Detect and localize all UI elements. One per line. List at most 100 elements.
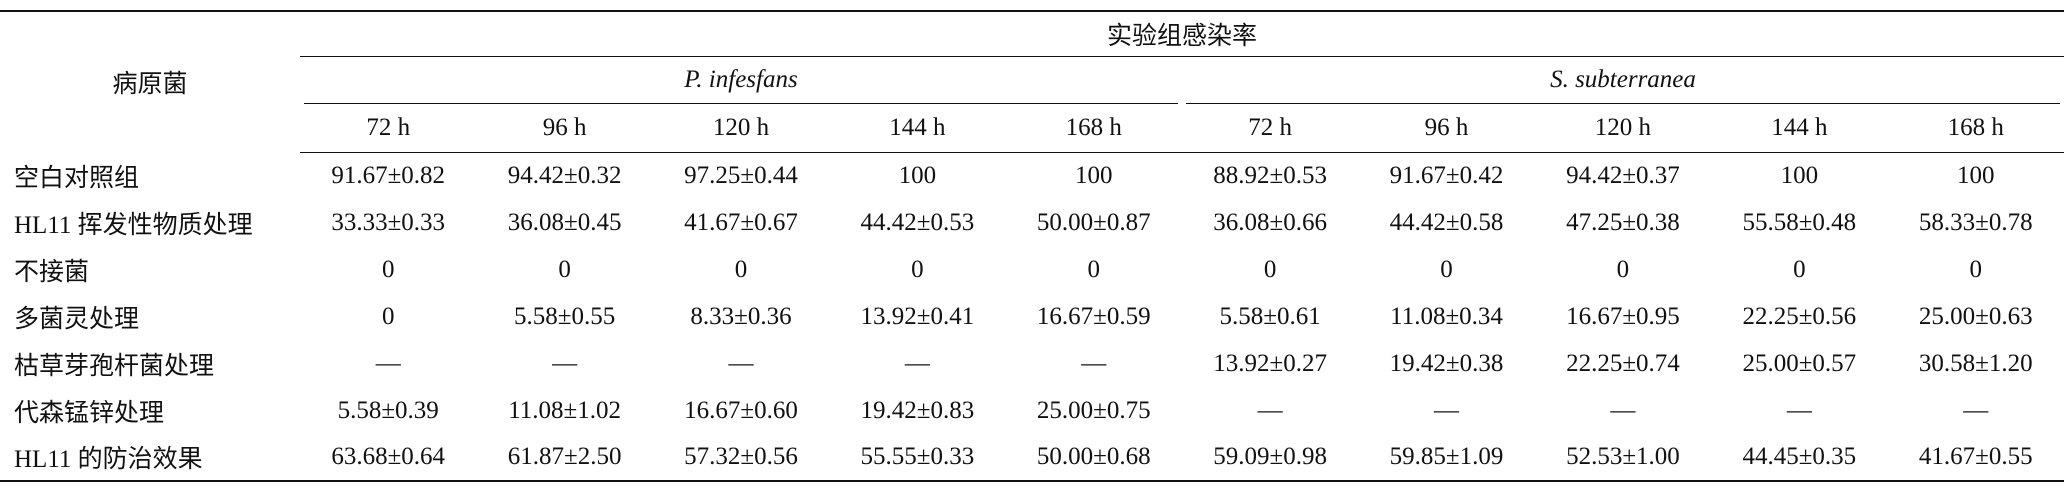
cell: —	[1610, 396, 1636, 424]
cell: 55.58±0.48	[1742, 208, 1857, 236]
cell: 0	[1969, 255, 1983, 283]
cell: 100	[1780, 161, 1819, 189]
time-header: 72 h	[1181, 104, 1359, 153]
cell: 44.42±0.58	[1389, 208, 1504, 236]
time-header: 96 h	[1358, 104, 1535, 153]
cell: 91.67±0.42	[1389, 161, 1504, 189]
cell: —	[1963, 396, 1989, 424]
cell: 0	[558, 255, 571, 283]
cell: 0	[381, 302, 395, 330]
cell: 13.92±0.27	[1213, 349, 1328, 377]
cell: 52.53±1.00	[1534, 434, 1712, 482]
cell: 41.67±0.67	[684, 208, 798, 236]
cell: 11.08±1.02	[508, 396, 621, 424]
cell: 25.00±0.57	[1742, 349, 1857, 377]
cell: 61.87±2.50	[476, 434, 653, 482]
cell: 11.08±0.34	[1390, 302, 1503, 330]
row-label-header: 病原菌	[0, 10, 300, 152]
cell: 5.58±0.61	[1219, 302, 1321, 330]
cell: 36.08±0.66	[1213, 208, 1328, 236]
row-label: HL11 挥发性物质处理	[14, 211, 253, 239]
cell: 0	[734, 255, 748, 283]
row-label: HL11 的防治效果	[0, 434, 300, 482]
cell: —	[728, 349, 754, 377]
cell: —	[904, 349, 930, 377]
time-header: 144 h	[829, 104, 1006, 153]
table-row: 代森锰锌处理 5.58±0.39 11.08±1.02 16.67±0.60 19.42…	[0, 387, 2064, 434]
time-header: 120 h	[1534, 104, 1712, 153]
time-header: 168 h	[1887, 104, 2064, 153]
table-row: 枯草芽孢杆菌处理 — — — — — 13.92±0.27 19.42±0.38 22.25±0…	[0, 340, 2064, 387]
cell: 0	[381, 255, 395, 283]
cell: 44.42±0.53	[860, 208, 975, 236]
cell: 100	[1075, 161, 1113, 189]
cell: 16.67±0.59	[1036, 302, 1151, 330]
cell: 94.42±0.37	[1566, 161, 1680, 189]
cell: 88.92±0.53	[1213, 161, 1328, 189]
row-label: 多菌灵处理	[14, 305, 140, 333]
cell: 22.25±0.74	[1566, 349, 1680, 377]
time-header: 72 h	[300, 104, 477, 153]
cell: 36.08±0.45	[507, 208, 622, 236]
cell: 30.58±1.20	[1918, 349, 2033, 377]
table-body: 空白对照组 91.67±0.82 94.42±0.32 97.25±0.44 100 10…	[0, 152, 2064, 482]
cell: 97.25±0.44	[684, 161, 798, 189]
cell: —	[1081, 349, 1107, 377]
cell: 55.55±0.33	[829, 434, 1006, 482]
cell: 59.85±1.09	[1358, 434, 1535, 482]
row-label: 空白对照组	[14, 164, 140, 192]
table-row: 不接菌 0 0 0 0 0 0 0 0 0 0	[0, 246, 2064, 293]
group-title: 实验组感染率	[300, 10, 2064, 57]
cell: 13.92±0.41	[860, 302, 975, 330]
cell: 50.00±0.68	[1005, 434, 1182, 482]
cell: 57.32±0.56	[652, 434, 830, 482]
cell: 25.00±0.63	[1918, 302, 2033, 330]
row-label: 代森锰锌处理	[14, 399, 165, 427]
cell: 5.58±0.55	[513, 302, 616, 330]
table-row: HL11 的防治效果 63.68±0.64 61.87±2.50 57.32±0.56…	[0, 434, 2064, 482]
cell: 59.09±0.98	[1181, 434, 1359, 482]
cell: 8.33±0.36	[690, 302, 792, 330]
cell: —	[1786, 396, 1812, 424]
cell: 19.42±0.38	[1389, 349, 1504, 377]
cell: 0	[1440, 255, 1453, 283]
cell: 0	[1263, 255, 1277, 283]
cell: 100	[1957, 161, 1995, 189]
cell: 91.67±0.82	[331, 161, 446, 189]
cell: 5.58±0.39	[337, 396, 439, 424]
cell: 0	[1087, 255, 1101, 283]
data-table: 病原菌 实验组感染率 P. infesfans S. subterranea 7…	[0, 10, 2064, 482]
group-header: S. subterranea	[1182, 56, 2064, 104]
cell: 25.00±0.75	[1036, 396, 1151, 424]
time-header: 120 h	[652, 104, 830, 153]
time-header: 96 h	[476, 104, 653, 153]
cell: 47.25±0.38	[1566, 208, 1680, 236]
cell: 0	[911, 255, 924, 283]
cell: 16.67±0.60	[684, 396, 798, 424]
cell: 22.25±0.56	[1742, 302, 1857, 330]
cell: —	[375, 349, 401, 377]
group-header: P. infesfans	[300, 56, 1182, 104]
cell: 41.67±0.55	[1887, 434, 2064, 482]
cell: 19.42±0.83	[860, 396, 975, 424]
cell: 94.42±0.32	[507, 161, 622, 189]
time-header: 144 h	[1711, 104, 1888, 153]
cell: —	[552, 349, 578, 377]
table-row: HL11 挥发性物质处理 33.33±0.33 36.08±0.45 41.67±0.…	[0, 199, 2064, 246]
table-head: 病原菌 实验组感染率 P. infesfans S. subterranea 7…	[0, 10, 2064, 153]
cell: —	[1257, 396, 1283, 424]
table-row: 多菌灵处理 0 5.58±0.55 8.33±0.36 13.92±0.41 16.67±…	[0, 293, 2064, 340]
cell: —	[1434, 396, 1460, 424]
cell: 16.67±0.95	[1566, 302, 1680, 330]
cell: 0	[1616, 255, 1630, 283]
cell: 63.68±0.64	[300, 434, 477, 482]
cell: 50.00±0.87	[1036, 208, 1151, 236]
time-header: 168 h	[1005, 104, 1182, 153]
cell: 44.45±0.35	[1711, 434, 1888, 482]
row-label: 枯草芽孢杆菌处理	[14, 352, 215, 380]
row-label: 不接菌	[14, 258, 90, 286]
cell: 58.33±0.78	[1918, 208, 2033, 236]
cell: 100	[898, 161, 937, 189]
table-row: 空白对照组 91.67±0.82 94.42±0.32 97.25±0.44 100 10…	[0, 152, 2064, 199]
